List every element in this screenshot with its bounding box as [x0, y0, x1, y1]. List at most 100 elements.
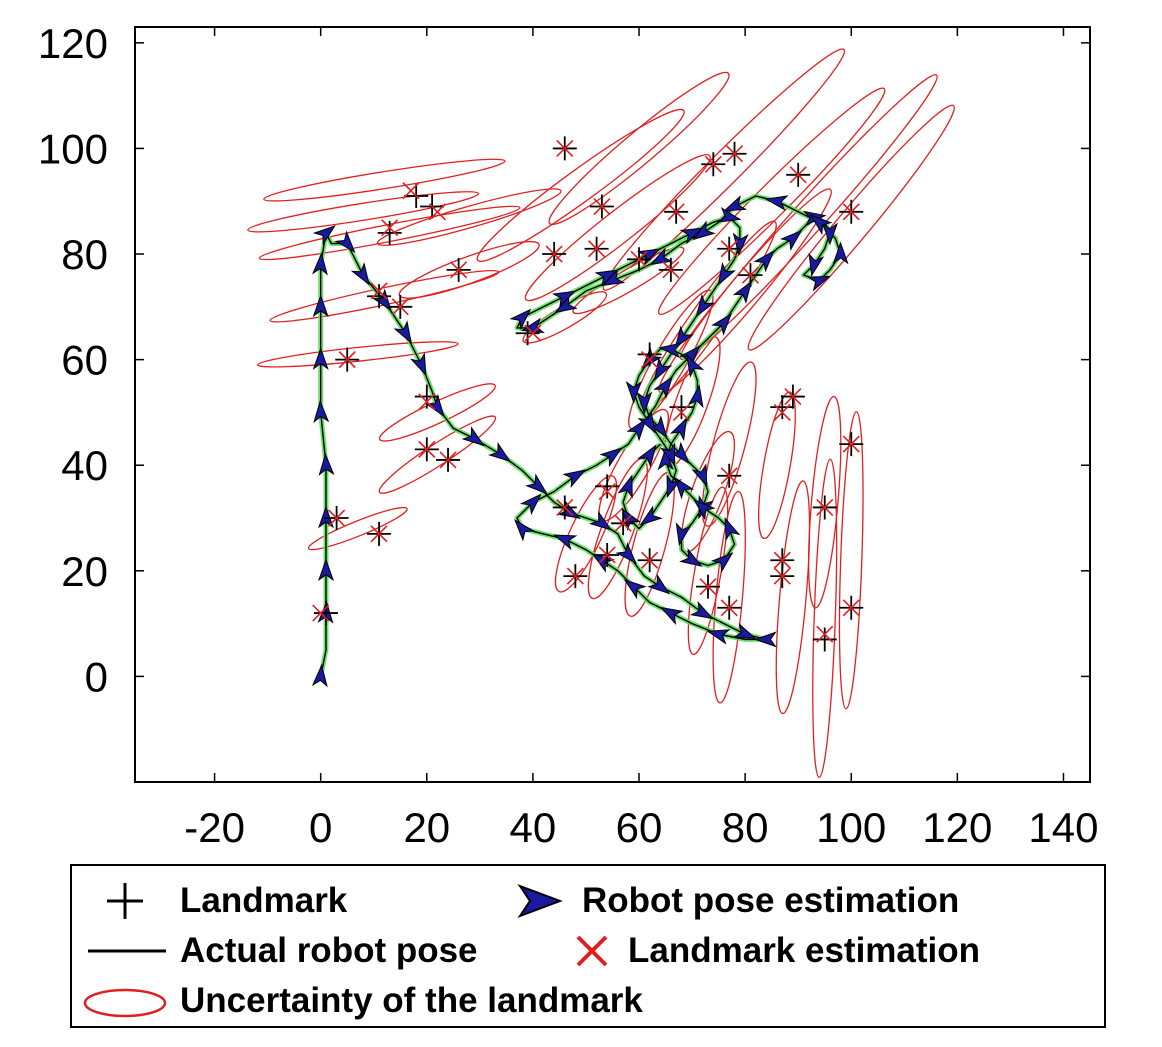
landmark-estimation-marker — [418, 440, 436, 458]
uncertainty-ellipse — [758, 391, 796, 540]
x-tick-label: 140 — [1028, 804, 1098, 851]
uncertainty-ellipse — [524, 154, 711, 302]
uncertainty-ellipse — [812, 458, 838, 779]
uncertainty-ellipse — [838, 411, 864, 710]
landmark-estimation-marker — [566, 567, 584, 585]
landmark-marker — [515, 321, 540, 346]
robot-pose-marker — [717, 207, 742, 223]
actual-pose-glow — [318, 193, 844, 677]
robot-pose-marker — [312, 294, 329, 318]
uncertainty-ellipse — [476, 108, 685, 262]
robot-pose-marker — [691, 463, 708, 488]
x-tick-label: 100 — [816, 804, 886, 851]
landmark-estimation-marker — [418, 393, 436, 411]
landmark-estimation-marker — [816, 498, 834, 517]
robot-pose-marker — [695, 293, 716, 318]
robot-pose-estimation-markers — [311, 195, 849, 688]
robot-pose-arrow-icon — [517, 883, 563, 919]
landmark-estimation-marker — [720, 599, 738, 617]
robot-pose-marker — [637, 444, 657, 468]
x-tick-label: 60 — [616, 804, 663, 851]
robot-pose-marker — [525, 473, 548, 495]
robot-pose-marker — [753, 250, 775, 273]
uncertainty-ellipses — [247, 48, 955, 779]
legend-label: Landmark — [180, 881, 348, 920]
robot-pose-marker — [588, 510, 613, 531]
landmark-marker — [414, 384, 439, 409]
landmark-marker — [770, 395, 795, 420]
landmark-estimation-marker — [741, 266, 760, 284]
robot-pose-marker — [514, 519, 536, 542]
landmark-estimation-marker — [667, 203, 685, 221]
landmark-estimation-marker — [598, 546, 616, 564]
robot-pose-marker — [657, 447, 674, 471]
robot-pose-marker — [717, 262, 737, 286]
robot-pose-marker — [637, 410, 656, 434]
y-tick-label: 100 — [38, 125, 108, 172]
robot-pose-marker — [658, 342, 683, 359]
uncertainty-ellipse — [307, 506, 408, 551]
landmark-estimation-marker — [556, 139, 574, 157]
chart: -20 0 20 40 60 80 100 120 140 0 20 40 60 80 100 120 — [38, 20, 1099, 851]
landmark-estimation-marker — [720, 467, 738, 485]
robot-pose-marker — [653, 375, 673, 400]
landmark-marker — [669, 395, 694, 420]
uncertainty-ellipse — [554, 475, 618, 593]
robot-pose-marker — [764, 195, 789, 211]
landmark-estimation-marker — [428, 203, 446, 221]
robot-pose-marker — [350, 262, 370, 286]
robot-pose-marker — [594, 269, 619, 287]
robot-pose-marker — [806, 275, 832, 292]
robot-pose-marker — [711, 313, 732, 336]
robot-pose-marker — [724, 516, 741, 542]
robot-pose-marker — [318, 452, 335, 476]
robot-pose-marker — [687, 384, 704, 409]
robot-pose-marker — [809, 214, 833, 236]
robot-pose-marker — [617, 474, 633, 499]
robot-pose-marker — [318, 558, 334, 582]
robot-pose-marker — [318, 505, 334, 529]
landmark-estimation-marker — [588, 240, 606, 258]
robot-pose-marker — [666, 473, 682, 499]
robot-pose-marker — [599, 447, 623, 468]
landmark-estimation-markers — [312, 139, 860, 643]
robot-pose-marker — [689, 600, 714, 620]
landmark-estimation-marker — [773, 551, 791, 569]
robot-pose-marker — [669, 417, 688, 442]
robot-pose-marker — [660, 442, 676, 467]
landmark-estimation-marker — [439, 451, 457, 469]
landmark-estimation-marker — [662, 261, 680, 279]
robot-pose-marker — [311, 663, 328, 688]
landmark-estimation-marker — [672, 403, 691, 421]
uncertainty-ellipse — [807, 395, 842, 609]
axes: -20 0 20 40 60 80 100 120 140 0 20 40 60 80 100 120 — [38, 20, 1099, 851]
uncertainty-ellipse — [687, 486, 729, 656]
actual-robot-pose-path — [318, 193, 844, 677]
landmark-estimation-marker — [556, 498, 574, 517]
robot-pose-marker — [519, 493, 542, 516]
robot-pose-marker — [311, 252, 328, 276]
uncertainty-ellipse — [548, 71, 730, 226]
legend-label: Landmark estimation — [628, 931, 981, 970]
actual-pose-line — [320, 195, 842, 677]
x-tick-label: 40 — [510, 804, 557, 851]
robot-pose-marker — [591, 553, 615, 573]
plus-icon — [107, 883, 143, 919]
landmark-estimation-marker — [842, 435, 860, 453]
y-tick-label: 80 — [61, 231, 108, 278]
x-tick-label: 0 — [309, 804, 332, 851]
robot-pose-marker — [732, 280, 753, 305]
landmark-estimation-marker — [370, 525, 388, 543]
legend-item-uncertainty: Uncertainty of the landmark — [82, 978, 643, 1024]
uncertainty-ellipse — [378, 383, 496, 442]
landmark-estimation-marker — [720, 240, 738, 258]
landmark-estimation-marker — [402, 182, 420, 200]
robot-pose-marker — [313, 399, 330, 424]
uncertainty-ellipse — [258, 205, 521, 261]
landmark-estimation-marker — [614, 514, 632, 532]
landmark-estimation-marker — [545, 245, 563, 263]
landmark-estimation-marker — [842, 203, 860, 221]
x-tick-label: -20 — [184, 804, 245, 851]
landmark-estimation-marker — [641, 351, 659, 369]
landmark-estimation-marker — [328, 509, 346, 527]
